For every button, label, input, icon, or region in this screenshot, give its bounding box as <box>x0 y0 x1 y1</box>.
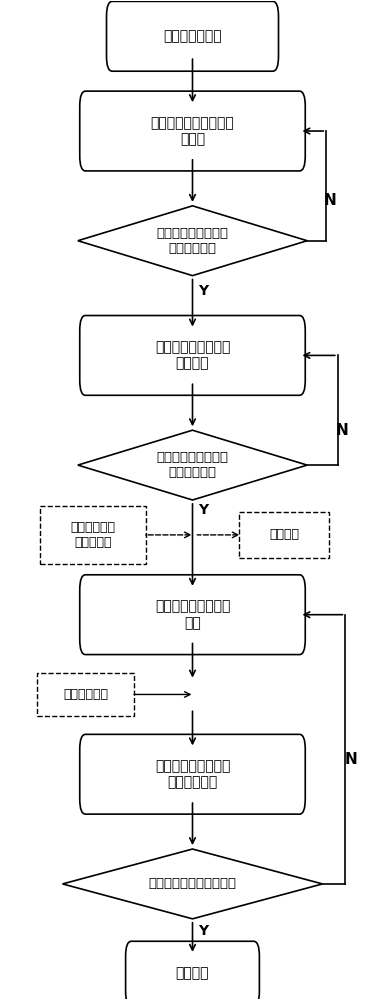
Text: Y: Y <box>198 924 208 938</box>
Text: Y: Y <box>198 284 208 298</box>
FancyBboxPatch shape <box>80 734 305 814</box>
Text: 热增压容器升温开始
氙气加注过程: 热增压容器升温开始 氙气加注过程 <box>155 759 230 789</box>
FancyBboxPatch shape <box>40 506 146 564</box>
FancyBboxPatch shape <box>107 1 278 71</box>
FancyBboxPatch shape <box>80 575 305 655</box>
Text: 分析置换后氙气纯度
是否满足要求: 分析置换后氙气纯度 是否满足要求 <box>156 451 229 479</box>
Text: 采用氮气对试验系统进
行置换: 采用氮气对试验系统进 行置换 <box>151 116 234 146</box>
Text: 电加热器工作: 电加热器工作 <box>63 688 108 701</box>
Text: N: N <box>324 193 336 208</box>
Polygon shape <box>62 849 323 919</box>
Text: N: N <box>335 423 348 438</box>
FancyBboxPatch shape <box>37 673 134 716</box>
Text: 试验系统抽真空: 试验系统抽真空 <box>163 29 222 43</box>
Polygon shape <box>78 430 307 500</box>
FancyBboxPatch shape <box>80 91 305 171</box>
Text: 对置换后的氙
气进行回收: 对置换后的氙 气进行回收 <box>70 521 116 549</box>
Polygon shape <box>78 206 307 276</box>
Text: 氙气回收: 氙气回收 <box>176 967 209 981</box>
Text: Y: Y <box>198 503 208 517</box>
FancyBboxPatch shape <box>80 316 305 395</box>
Text: 热增压容器降温吸入
氙气: 热增压容器降温吸入 氙气 <box>155 600 230 630</box>
Text: 分析置换后氮气纯度
是否满足要求: 分析置换后氮气纯度 是否满足要求 <box>156 227 229 255</box>
Text: 供给液氙: 供给液氙 <box>269 528 299 541</box>
Text: 采用氙气对试验系统
进行置换: 采用氙气对试验系统 进行置换 <box>155 340 230 371</box>
Text: N: N <box>345 752 358 767</box>
FancyBboxPatch shape <box>239 512 329 558</box>
FancyBboxPatch shape <box>126 941 259 1000</box>
Text: 氙气加注量是否满足要求: 氙气加注量是否满足要求 <box>149 877 236 890</box>
